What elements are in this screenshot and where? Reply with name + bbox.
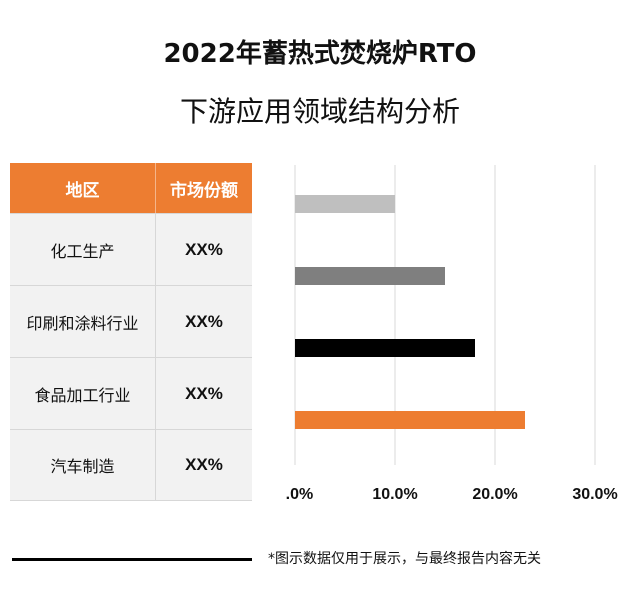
row-region: 化工生产 (50, 241, 115, 261)
header-share: 市场份额 (155, 163, 252, 213)
x-tick-label: 10.0% (372, 486, 417, 503)
bar-2 (295, 267, 445, 285)
header-region: 地区 (65, 180, 100, 201)
row-region: 食品加工行业 (34, 385, 131, 405)
share-table: 地区 市场份额 化工生产 XX% 印刷和涂料行业 XX% 食品加工行业 XX% … (10, 163, 252, 501)
table-row: 汽车制造 XX% (10, 429, 252, 501)
row-share: XX% (155, 358, 252, 429)
x-tick-label: 0.0% (285, 486, 313, 503)
chart-subtitle: 下游应用领域结构分析 (179, 95, 460, 128)
x-tick-label: 30.0% (572, 486, 617, 503)
table-row: 印刷和涂料行业 XX% (10, 285, 252, 357)
bar-1 (295, 195, 395, 213)
bar-4 (295, 411, 525, 429)
footnote: *图示数据仅用于展示，与最终报告内容无关 (268, 551, 541, 567)
chart-title: 2022年蓄热式焚烧炉RTO (163, 39, 477, 69)
row-share: XX% (155, 214, 252, 285)
bar-chart: 0.0% 10.0% 20.0% 30.0% (285, 165, 618, 503)
footnote-rule (12, 558, 252, 561)
bar-3 (295, 339, 475, 357)
row-region: 印刷和涂料行业 (26, 313, 139, 333)
row-share: XX% (155, 430, 252, 500)
table-row: 化工生产 XX% (10, 213, 252, 285)
x-tick-label: 20.0% (472, 486, 517, 503)
table-row: 食品加工行业 XX% (10, 357, 252, 429)
row-share: XX% (155, 286, 252, 357)
row-region: 汽车制造 (50, 457, 115, 476)
table-header: 地区 市场份额 (10, 163, 252, 213)
